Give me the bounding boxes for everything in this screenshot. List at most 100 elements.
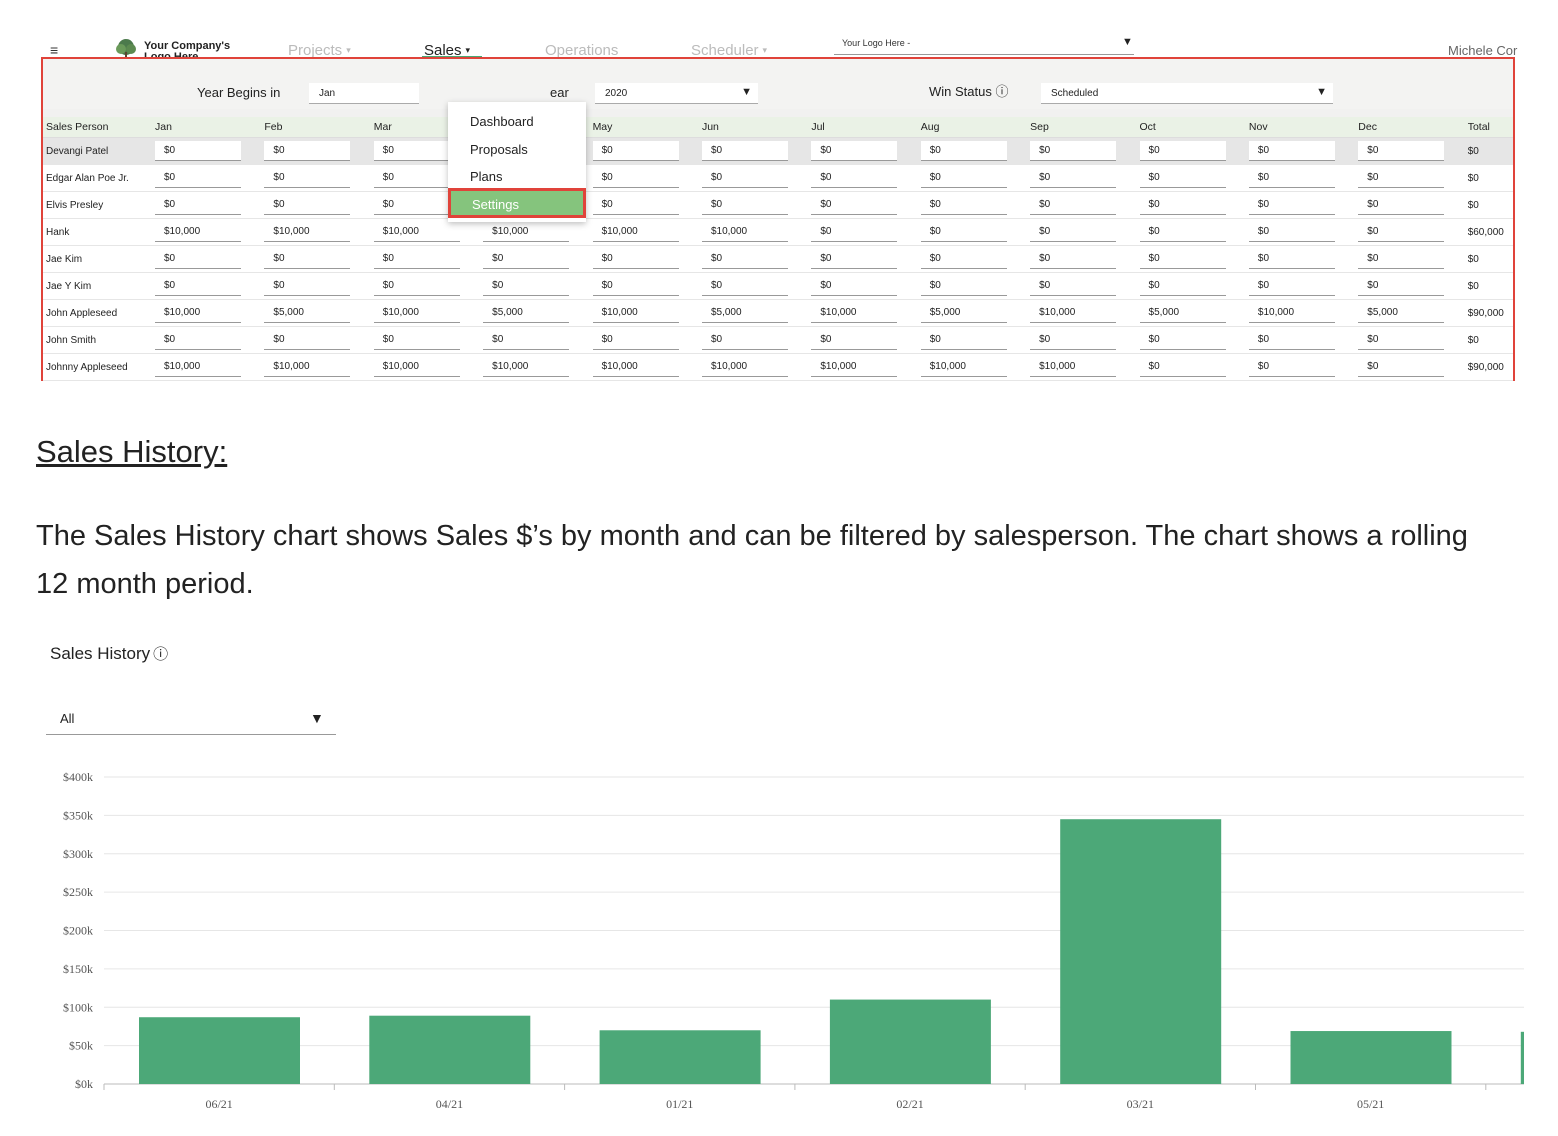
month-value-input[interactable]: $0	[1358, 357, 1445, 377]
month-value-input[interactable]: $10,000	[701, 357, 788, 377]
month-value-input[interactable]: $0	[1248, 249, 1335, 269]
month-value-input[interactable]: $0	[373, 141, 460, 161]
month-value-input[interactable]: $0	[701, 141, 788, 161]
month-value-input[interactable]: $0	[1030, 195, 1117, 215]
month-value-input[interactable]: $0	[264, 330, 351, 350]
month-value-input[interactable]: $0	[1139, 141, 1226, 161]
month-value-input[interactable]: $0	[264, 195, 351, 215]
month-value-input[interactable]: $0	[1248, 276, 1335, 296]
month-value-input[interactable]: $0	[1358, 195, 1445, 215]
month-value-input[interactable]: $0	[920, 249, 1007, 269]
month-value-input[interactable]: $10,000	[592, 222, 679, 242]
month-value-input[interactable]: $0	[920, 195, 1007, 215]
month-value-input[interactable]: $0	[920, 168, 1007, 188]
month-value-input[interactable]: $0	[1248, 195, 1335, 215]
month-value-input[interactable]: $0	[920, 276, 1007, 296]
month-value-input[interactable]: $0	[1139, 195, 1226, 215]
month-value-input[interactable]: $0	[1358, 141, 1445, 161]
month-value-input[interactable]: $0	[592, 168, 679, 188]
month-value-input[interactable]: $0	[1030, 276, 1117, 296]
month-value-input[interactable]: $0	[1248, 222, 1335, 242]
month-value-input[interactable]: $0	[1358, 249, 1445, 269]
month-value-input[interactable]: $0	[155, 249, 241, 269]
month-value-input[interactable]: $10,000	[373, 222, 460, 242]
nav-operations[interactable]: Operations	[545, 42, 619, 59]
month-value-input[interactable]: $0	[1139, 168, 1226, 188]
month-value-input[interactable]: $0	[155, 141, 241, 161]
month-value-input[interactable]: $0	[811, 222, 898, 242]
month-value-input[interactable]: $5,000	[701, 303, 788, 323]
nav-scheduler[interactable]: Scheduler ▾	[691, 42, 768, 59]
month-value-input[interactable]: $10,000	[701, 222, 788, 242]
month-value-input[interactable]: $10,000	[155, 357, 241, 377]
month-value-input[interactable]: $0	[1358, 222, 1445, 242]
month-value-input[interactable]: $0	[811, 330, 898, 350]
month-value-input[interactable]: $10,000	[811, 357, 898, 377]
year-begins-select[interactable]: Jan	[309, 83, 419, 104]
month-value-input[interactable]: $0	[1030, 249, 1117, 269]
month-value-input[interactable]: $0	[155, 276, 241, 296]
month-value-input[interactable]: $0	[483, 276, 570, 296]
month-value-input[interactable]: $10,000	[483, 357, 570, 377]
month-value-input[interactable]: $0	[1030, 141, 1117, 161]
month-value-input[interactable]: $5,000	[1139, 303, 1226, 323]
nav-projects[interactable]: Projects ▾	[288, 42, 351, 59]
month-value-input[interactable]: $0	[701, 249, 788, 269]
month-value-input[interactable]: $0	[1139, 222, 1226, 242]
month-value-input[interactable]: $0	[592, 249, 679, 269]
month-value-input[interactable]: $10,000	[592, 357, 679, 377]
salesperson-filter-select[interactable]: All ▼	[46, 706, 336, 735]
month-value-input[interactable]: $0	[155, 330, 241, 350]
win-status-select[interactable]: Scheduled ▼	[1041, 83, 1333, 104]
month-value-input[interactable]: $10,000	[1030, 357, 1117, 377]
info-icon[interactable]: ⓘ	[153, 646, 169, 663]
month-value-input[interactable]: $10,000	[155, 222, 241, 242]
month-value-input[interactable]: $0	[1358, 276, 1445, 296]
month-value-input[interactable]: $10,000	[1248, 303, 1335, 323]
month-value-input[interactable]: $0	[264, 276, 351, 296]
month-value-input[interactable]: $10,000	[264, 222, 351, 242]
year-select[interactable]: 2020 ▼	[595, 83, 758, 104]
month-value-input[interactable]: $0	[1139, 330, 1226, 350]
logo-select-arrow-icon[interactable]: ▼	[1122, 36, 1133, 48]
month-value-input[interactable]: $5,000	[483, 303, 570, 323]
month-value-input[interactable]: $0	[1139, 249, 1226, 269]
month-value-input[interactable]: $0	[1248, 168, 1335, 188]
month-value-input[interactable]: $10,000	[373, 303, 460, 323]
month-value-input[interactable]: $0	[1139, 357, 1226, 377]
month-value-input[interactable]: $0	[264, 168, 351, 188]
month-value-input[interactable]: $0	[920, 330, 1007, 350]
month-value-input[interactable]: $0	[483, 330, 570, 350]
month-value-input[interactable]: $0	[373, 168, 460, 188]
month-value-input[interactable]: $5,000	[1358, 303, 1445, 323]
menu-item-plans[interactable]: Plans	[470, 169, 503, 184]
month-value-input[interactable]: $5,000	[920, 303, 1007, 323]
month-value-input[interactable]: $0	[1248, 141, 1335, 161]
month-value-input[interactable]: $10,000	[811, 303, 898, 323]
month-value-input[interactable]: $0	[701, 330, 788, 350]
month-value-input[interactable]: $0	[1358, 330, 1445, 350]
logo-select[interactable]: Your Logo Here -	[834, 36, 1134, 55]
month-value-input[interactable]: $0	[373, 330, 460, 350]
month-value-input[interactable]: $0	[155, 195, 241, 215]
month-value-input[interactable]: $0	[920, 141, 1007, 161]
month-value-input[interactable]: $0	[811, 276, 898, 296]
user-name[interactable]: Michele Cor	[1448, 43, 1518, 58]
month-value-input[interactable]: $0	[1139, 276, 1226, 296]
month-value-input[interactable]: $0	[1030, 330, 1117, 350]
month-value-input[interactable]: $5,000	[264, 303, 351, 323]
month-value-input[interactable]: $0	[811, 249, 898, 269]
menu-item-dashboard[interactable]: Dashboard	[470, 114, 534, 129]
month-value-input[interactable]: $0	[264, 141, 351, 161]
month-value-input[interactable]: $0	[1030, 168, 1117, 188]
month-value-input[interactable]: $10,000	[1030, 303, 1117, 323]
month-value-input[interactable]: $10,000	[483, 222, 570, 242]
month-value-input[interactable]: $10,000	[373, 357, 460, 377]
month-value-input[interactable]: $0	[1030, 222, 1117, 242]
month-value-input[interactable]: $0	[592, 141, 679, 161]
month-value-input[interactable]: $10,000	[155, 303, 241, 323]
month-value-input[interactable]: $0	[1248, 357, 1335, 377]
month-value-input[interactable]: $0	[920, 222, 1007, 242]
nav-sales[interactable]: Sales ▾	[424, 42, 471, 59]
month-value-input[interactable]: $0	[1358, 168, 1445, 188]
